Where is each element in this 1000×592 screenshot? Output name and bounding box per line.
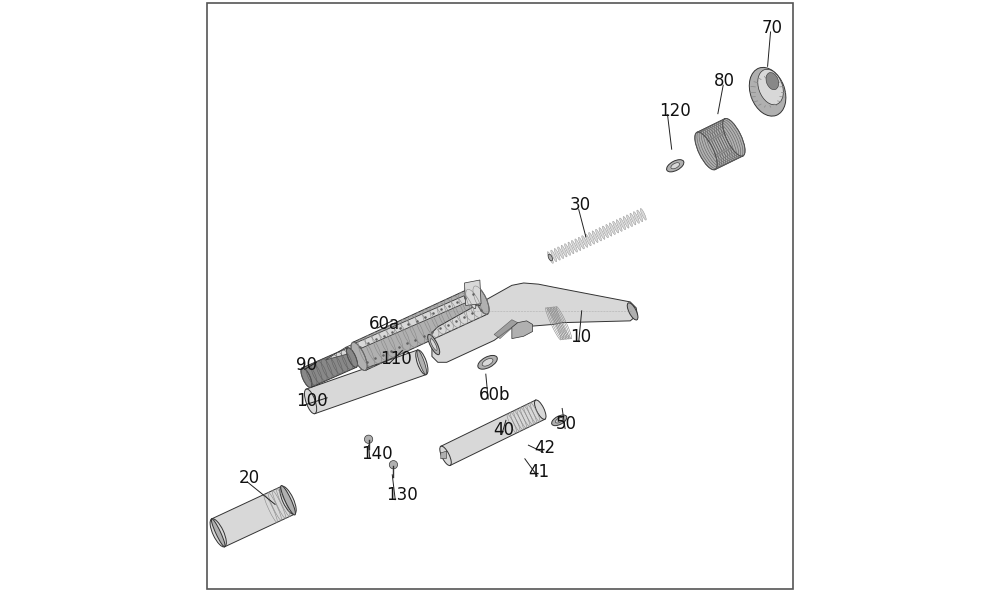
Ellipse shape <box>571 240 577 252</box>
Ellipse shape <box>535 400 546 419</box>
Ellipse shape <box>616 220 622 231</box>
Polygon shape <box>441 451 447 459</box>
Text: 70: 70 <box>762 19 783 37</box>
Ellipse shape <box>482 359 493 366</box>
Ellipse shape <box>561 245 567 257</box>
Ellipse shape <box>585 234 591 246</box>
Ellipse shape <box>351 342 367 371</box>
Text: 110: 110 <box>380 350 412 368</box>
Ellipse shape <box>575 239 581 250</box>
Ellipse shape <box>210 519 226 547</box>
Polygon shape <box>212 486 295 547</box>
Ellipse shape <box>637 210 643 222</box>
Ellipse shape <box>389 461 398 469</box>
Text: 60a: 60a <box>369 315 400 333</box>
Ellipse shape <box>749 67 786 116</box>
Ellipse shape <box>551 250 557 262</box>
Ellipse shape <box>592 231 598 243</box>
Text: 40: 40 <box>493 422 514 439</box>
Ellipse shape <box>723 118 745 156</box>
Text: 100: 100 <box>296 392 327 410</box>
Ellipse shape <box>671 163 680 169</box>
Ellipse shape <box>620 218 626 230</box>
Ellipse shape <box>599 228 605 239</box>
Ellipse shape <box>416 350 428 375</box>
Ellipse shape <box>758 69 783 105</box>
Polygon shape <box>512 321 533 339</box>
Text: 50: 50 <box>556 416 577 433</box>
Ellipse shape <box>609 223 615 234</box>
Ellipse shape <box>568 242 574 254</box>
Ellipse shape <box>558 247 564 259</box>
Text: 41: 41 <box>528 463 550 481</box>
Ellipse shape <box>578 237 584 249</box>
Ellipse shape <box>555 417 563 423</box>
Ellipse shape <box>633 212 639 223</box>
Polygon shape <box>432 283 637 362</box>
Text: 42: 42 <box>534 439 555 457</box>
Ellipse shape <box>602 226 608 238</box>
Ellipse shape <box>280 486 296 514</box>
Ellipse shape <box>596 229 601 241</box>
Ellipse shape <box>766 72 779 90</box>
Ellipse shape <box>304 389 317 414</box>
Text: 30: 30 <box>570 197 591 214</box>
Text: 20: 20 <box>238 469 259 487</box>
Ellipse shape <box>347 348 357 368</box>
Polygon shape <box>697 119 743 169</box>
Ellipse shape <box>281 485 295 515</box>
Ellipse shape <box>695 132 717 170</box>
Ellipse shape <box>606 224 612 236</box>
Ellipse shape <box>547 252 553 263</box>
Ellipse shape <box>582 236 588 247</box>
Ellipse shape <box>364 435 373 443</box>
Polygon shape <box>302 348 356 387</box>
Polygon shape <box>346 296 467 354</box>
Ellipse shape <box>417 350 427 375</box>
Polygon shape <box>494 320 518 339</box>
Ellipse shape <box>548 254 553 261</box>
Ellipse shape <box>552 415 567 426</box>
Polygon shape <box>326 347 349 360</box>
Ellipse shape <box>627 303 638 320</box>
Ellipse shape <box>667 160 684 172</box>
Text: 80: 80 <box>714 72 735 90</box>
Ellipse shape <box>465 287 476 308</box>
Text: 140: 140 <box>361 445 393 463</box>
Ellipse shape <box>478 355 497 369</box>
Ellipse shape <box>473 286 489 314</box>
Ellipse shape <box>211 519 225 547</box>
Ellipse shape <box>428 334 440 355</box>
Ellipse shape <box>630 213 636 225</box>
Polygon shape <box>306 350 426 414</box>
Ellipse shape <box>613 221 619 233</box>
Ellipse shape <box>301 368 312 388</box>
Polygon shape <box>353 286 488 371</box>
Text: 130: 130 <box>386 487 418 504</box>
Ellipse shape <box>565 244 570 255</box>
Ellipse shape <box>589 233 595 244</box>
Ellipse shape <box>470 284 481 305</box>
Polygon shape <box>441 400 545 465</box>
Text: 10: 10 <box>570 329 591 346</box>
Ellipse shape <box>440 446 451 465</box>
Text: 60b: 60b <box>479 386 511 404</box>
Ellipse shape <box>554 249 560 260</box>
Ellipse shape <box>430 339 437 350</box>
Ellipse shape <box>627 215 632 227</box>
Polygon shape <box>464 280 481 305</box>
Text: 120: 120 <box>659 102 690 120</box>
Text: 90: 90 <box>296 356 317 374</box>
Ellipse shape <box>623 217 629 228</box>
Ellipse shape <box>640 208 646 220</box>
